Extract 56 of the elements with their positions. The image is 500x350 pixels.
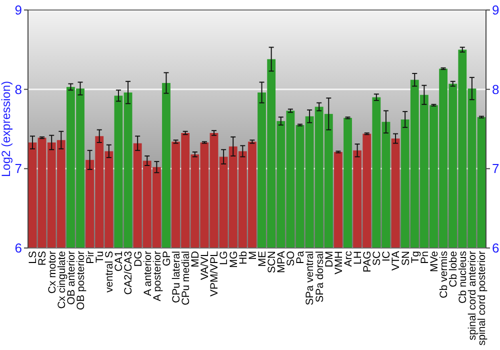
y-axis-title: Log2 (expression) xyxy=(0,80,13,178)
x-tick-label: LS xyxy=(27,251,40,264)
y2-tick-label: 6 xyxy=(492,240,500,256)
x-tick-label: spinal cord anterior xyxy=(466,250,479,340)
x-tick-label: Arc xyxy=(342,251,354,267)
x-tick-label: SC xyxy=(371,250,384,266)
y2-tick-label: 9 xyxy=(492,2,500,18)
x-tick-label: OB posterior xyxy=(74,250,87,310)
x-tick-label: DM xyxy=(323,251,336,268)
x-tick-label: DG xyxy=(132,251,144,267)
x-tick-label: Cb lobe xyxy=(448,250,460,288)
x-tick-label: MG xyxy=(228,251,240,268)
x-tick-label: VPM/VPL xyxy=(208,250,221,297)
x-tick-label: PAG xyxy=(362,251,374,272)
y-tick-label: 7 xyxy=(14,161,22,176)
x-tick-label: MPA xyxy=(276,251,288,273)
x-tick-label: VMH xyxy=(332,251,345,274)
x-tick-label: Cb nucleus xyxy=(457,251,470,304)
x-tick-label: CA1 xyxy=(113,250,126,272)
x-tick-label: Cb vermis xyxy=(438,251,450,298)
x-tick-label: Hb xyxy=(237,250,250,264)
x-tick-label: IC xyxy=(380,250,393,262)
x-tick-label: CPu medial xyxy=(180,251,192,306)
x-tick-label: A anterior xyxy=(142,250,154,296)
x-tick-label: LH xyxy=(352,251,364,264)
x-tick-label: M xyxy=(246,251,259,260)
x-tick-label: CPu lateral xyxy=(170,251,182,303)
x-tick-label: spinal cord posterior xyxy=(476,250,488,346)
x-tick-label: OB anterior xyxy=(65,250,78,305)
x-tick-label: MD xyxy=(190,250,202,268)
x-tick-label: ventral S xyxy=(104,251,116,292)
x-tick-label: GP xyxy=(160,251,173,266)
x-tick-label: SPa dorsal xyxy=(314,251,326,302)
x-tick-label: SCN xyxy=(266,251,278,274)
x-tick-label: Tg xyxy=(409,250,422,264)
y-tick-label: 6 xyxy=(14,240,22,256)
x-tick-label: Cx cingulate xyxy=(56,250,68,309)
x-tick-label: SPa ventral xyxy=(304,251,316,306)
x-tick-label: MVe xyxy=(428,250,440,272)
y-tick-label: 9 xyxy=(14,2,22,18)
x-tick-label: ME xyxy=(256,251,268,267)
x-tick-label: Pa xyxy=(294,250,307,264)
x-tick-label: Cx motor xyxy=(46,250,58,294)
x-tick-label: VTA xyxy=(390,251,402,271)
x-tick-label: Pir xyxy=(84,250,96,264)
x-tick-label: RS xyxy=(36,251,49,266)
x-tick-label: SN xyxy=(400,251,412,266)
x-tick-label: CA2/CA3 xyxy=(122,250,135,295)
y2-tick-label: 7 xyxy=(492,161,500,176)
x-tick-label: Tu xyxy=(94,250,106,263)
x-tick-label: A posterior xyxy=(151,250,164,302)
y2-tick-label: 8 xyxy=(492,82,500,97)
x-tick-label: SO xyxy=(285,251,298,266)
y-tick-label: 8 xyxy=(14,82,22,97)
x-tick-label: VA/VL xyxy=(199,250,212,280)
x-tick-label: LG xyxy=(218,251,230,266)
